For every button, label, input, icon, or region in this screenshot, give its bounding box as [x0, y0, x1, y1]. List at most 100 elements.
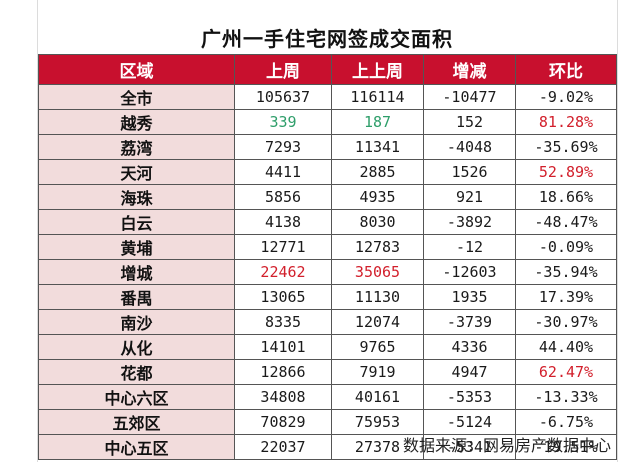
cell-region: 黄埔 — [38, 234, 235, 260]
cell-week-before: 11130 — [331, 284, 424, 310]
cell-ratio: -0.09% — [515, 234, 617, 260]
cell-last-week: 8335 — [234, 309, 332, 335]
grid-line — [617, 0, 618, 462]
cell-week-before: 2885 — [331, 159, 424, 185]
cell-change: 921 — [423, 184, 516, 210]
cell-last-week: 5856 — [234, 184, 332, 210]
table-row: 南沙 8335 12074 -3739 -30.97% — [38, 309, 617, 335]
table-row: 黄埔 12771 12783 -12 -0.09% — [38, 234, 617, 260]
cell-week-before: 11341 — [331, 134, 424, 160]
cell-week-before: 7919 — [331, 359, 424, 385]
header-ratio: 环比 — [515, 54, 617, 85]
header-row: 区域 上周 上上周 增减 环比 — [38, 54, 617, 85]
cell-last-week: 13065 — [234, 284, 332, 310]
cell-last-week: 22462 — [234, 259, 332, 285]
table-row: 五郊区 70829 75953 -5124 -6.75% — [38, 409, 617, 435]
cell-week-before: 4935 — [331, 184, 424, 210]
cell-region: 荔湾 — [38, 134, 235, 160]
cell-week-before: 12783 — [331, 234, 424, 260]
table-row: 番禺 13065 11130 1935 17.39% — [38, 284, 617, 310]
cell-ratio: 17.39% — [515, 284, 617, 310]
cell-last-week: 4411 — [234, 159, 332, 185]
table-row: 从化 14101 9765 4336 44.40% — [38, 334, 617, 360]
table-title: 广州一手住宅网签成交面积 — [201, 26, 453, 51]
cell-change: -3892 — [423, 209, 516, 235]
cell-ratio: 52.89% — [515, 159, 617, 185]
table-row: 荔湾 7293 11341 -4048 -35.69% — [38, 134, 617, 160]
table-row: 越秀 339 187 152 81.28% — [38, 109, 617, 135]
table-row: 中心六区 34808 40161 -5353 -13.33% — [38, 384, 617, 410]
table-row: 全市 105637 116114 -10477 -9.02% — [38, 84, 617, 110]
cell-change: -5124 — [423, 409, 516, 435]
table-row: 白云 4138 8030 -3892 -48.47% — [38, 209, 617, 235]
cell-change: 1526 — [423, 159, 516, 185]
cell-change: -4048 — [423, 134, 516, 160]
cell-change: 4336 — [423, 334, 516, 360]
cell-last-week: 339 — [234, 109, 332, 135]
cell-week-before: 116114 — [331, 84, 424, 110]
cell-region: 越秀 — [38, 109, 235, 135]
cell-ratio: -9.02% — [515, 84, 617, 110]
cell-last-week: 70829 — [234, 409, 332, 435]
cell-last-week: 34808 — [234, 384, 332, 410]
cell-change: -12 — [423, 234, 516, 260]
cell-ratio: -30.97% — [515, 309, 617, 335]
cell-week-before: 35065 — [331, 259, 424, 285]
cell-region: 花都 — [38, 359, 235, 385]
cell-change: 152 — [423, 109, 516, 135]
data-source: 数据来源：网易房产数据中心 — [402, 436, 611, 455]
cell-change: -12603 — [423, 259, 516, 285]
header-last-week: 上周 — [234, 54, 332, 85]
cell-region: 五郊区 — [38, 409, 235, 435]
cell-ratio: 81.28% — [515, 109, 617, 135]
grid-line — [37, 0, 38, 462]
cell-region: 南沙 — [38, 309, 235, 335]
cell-week-before: 187 — [331, 109, 424, 135]
table-row: 天河 4411 2885 1526 52.89% — [38, 159, 617, 185]
cell-change: -10477 — [423, 84, 516, 110]
cell-last-week: 4138 — [234, 209, 332, 235]
cell-last-week: 12866 — [234, 359, 332, 385]
cell-last-week: 105637 — [234, 84, 332, 110]
cell-last-week: 12771 — [234, 234, 332, 260]
cell-region: 海珠 — [38, 184, 235, 210]
cell-region: 中心六区 — [38, 384, 235, 410]
cell-week-before: 40161 — [331, 384, 424, 410]
header-week-before: 上上周 — [331, 54, 424, 85]
cell-last-week: 22037 — [234, 434, 332, 460]
table-row: 海珠 5856 4935 921 18.66% — [38, 184, 617, 210]
cell-ratio: 44.40% — [515, 334, 617, 360]
table-row: 增城 22462 35065 -12603 -35.94% — [38, 259, 617, 285]
table-row: 中心五区 22037 27378 -5341 -19.51% — [38, 434, 617, 460]
cell-ratio: -35.69% — [515, 134, 617, 160]
header-change: 增减 — [423, 54, 516, 85]
cell-ratio: -48.47% — [515, 209, 617, 235]
cell-region: 增城 — [38, 259, 235, 285]
cell-region: 从化 — [38, 334, 235, 360]
header-region: 区域 — [38, 54, 235, 85]
cell-region: 白云 — [38, 209, 235, 235]
cell-week-before: 75953 — [331, 409, 424, 435]
cell-change: 4947 — [423, 359, 516, 385]
cell-last-week: 14101 — [234, 334, 332, 360]
cell-week-before: 27378 — [331, 434, 424, 460]
table-row: 花都 12866 7919 4947 62.47% — [38, 359, 617, 385]
cell-ratio: 18.66% — [515, 184, 617, 210]
cell-week-before: 12074 — [331, 309, 424, 335]
cell-change: -3739 — [423, 309, 516, 335]
cell-ratio: -35.94% — [515, 259, 617, 285]
cell-last-week: 7293 — [234, 134, 332, 160]
cell-region: 番禺 — [38, 284, 235, 310]
table-body: 全市 105637 116114 -10477 -9.02% 越秀 339 187 152 81.… — [38, 84, 617, 460]
cell-ratio: -6.75% — [515, 409, 617, 435]
cell-week-before: 8030 — [331, 209, 424, 235]
cell-region: 天河 — [38, 159, 235, 185]
cell-ratio: -13.33% — [515, 384, 617, 410]
cell-change: -5353 — [423, 384, 516, 410]
cell-ratio: -19.51% — [515, 434, 617, 460]
cell-ratio: 62.47% — [515, 359, 617, 385]
cell-change: 1935 — [423, 284, 516, 310]
data-table: 区域 上周 上上周 增减 环比 全市 105637 116114 -10477 -9.0… — [38, 54, 617, 460]
cell-week-before: 9765 — [331, 334, 424, 360]
